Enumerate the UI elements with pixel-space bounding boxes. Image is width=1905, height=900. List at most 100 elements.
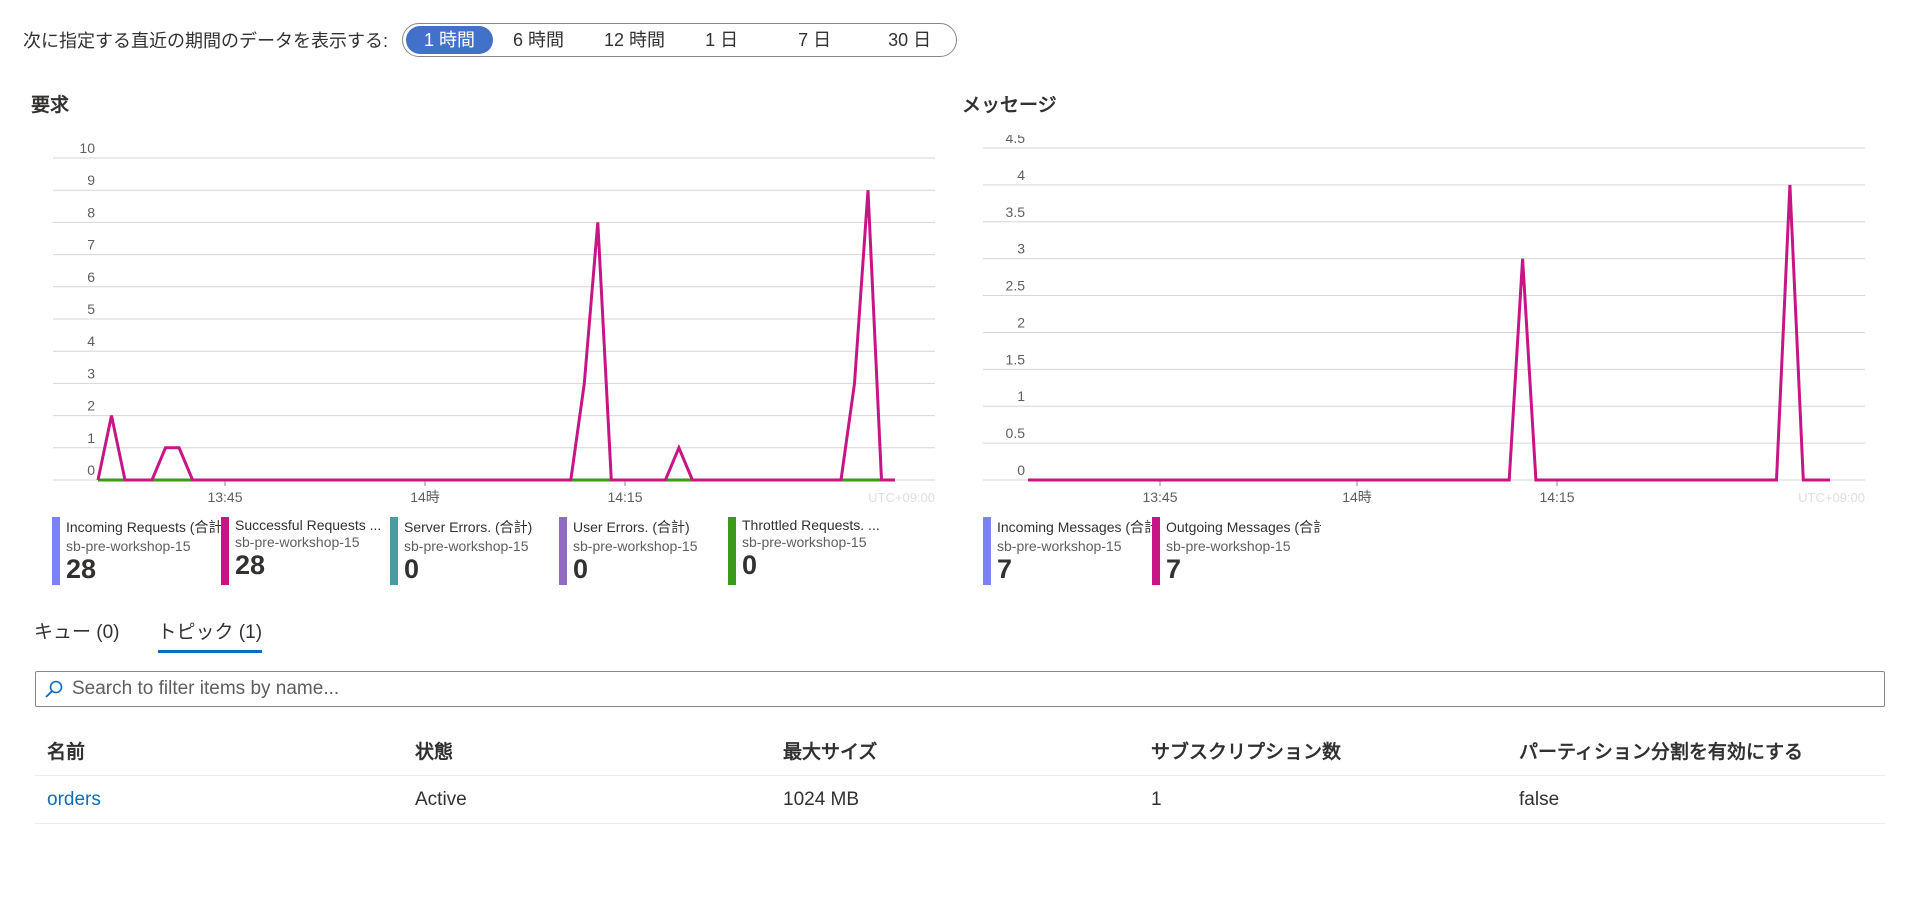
x-tick-label: 14時 — [1342, 489, 1372, 505]
tab-queues[interactable]: キュー (0) — [34, 622, 120, 643]
y-tick-label: 3.5 — [1006, 204, 1026, 220]
x-tick-label: 14時 — [410, 489, 440, 505]
y-tick-label: 4.5 — [1006, 135, 1026, 146]
y-tick-label: 4 — [87, 333, 95, 349]
tab-topics[interactable]: トピック (1) — [157, 615, 262, 653]
topic-max-size-cell: 1024 MB — [783, 788, 860, 810]
column-header-subscription-count[interactable]: サブスクリプション数 — [1151, 742, 1342, 763]
legend-color-bar — [983, 517, 991, 585]
x-tick-label: 13:45 — [207, 489, 242, 505]
legend-item[interactable]: Server Errors. (合計) sb-pre-workshop-15 0 — [390, 517, 559, 585]
legend-metric-name: Successful Requests ... — [235, 517, 382, 533]
legend-resource-name: sb-pre-workshop-15 — [404, 538, 529, 554]
y-tick-label: 3 — [1017, 241, 1025, 257]
y-tick-label: 0 — [1017, 462, 1025, 478]
y-tick-label: 5 — [87, 301, 95, 317]
column-header-max-size[interactable]: 最大サイズ — [783, 742, 878, 763]
entity-tabs: キュー (0) トピック (1) — [34, 615, 300, 653]
legend-color-bar — [1152, 517, 1160, 585]
legend-color-bar — [728, 517, 736, 585]
legend-color-bar — [559, 517, 567, 585]
time-option-7d[interactable]: 7 日 — [798, 29, 832, 50]
legend-total-value: 0 — [742, 550, 758, 580]
y-tick-label: 3 — [87, 365, 95, 381]
y-tick-label: 6 — [87, 269, 95, 285]
y-tick-label: 1 — [1017, 388, 1025, 404]
legend-color-bar — [52, 517, 60, 585]
y-tick-label: 8 — [87, 204, 95, 220]
legend-item[interactable]: Throttled Requests. ... sb-pre-workshop-1… — [728, 517, 897, 585]
time-option-6h[interactable]: 6 時間 — [513, 29, 565, 50]
legend-metric-name: Incoming Messages (合計) — [997, 519, 1152, 535]
time-option-1d[interactable]: 1 日 — [705, 29, 739, 50]
time-option-30d[interactable]: 30 日 — [888, 29, 932, 50]
legend-resource-name: sb-pre-workshop-15 — [66, 538, 191, 554]
legend-metric-name: Server Errors. (合計) — [404, 519, 533, 535]
legend-resource-name: sb-pre-workshop-15 — [1166, 538, 1291, 554]
x-tick-label: 14:15 — [607, 489, 642, 505]
search-input[interactable] — [72, 673, 1884, 705]
search-box — [35, 671, 1885, 707]
legend-color-bar — [221, 517, 229, 585]
legend-item[interactable]: Incoming Requests (合計) sb-pre-workshop-15… — [52, 517, 221, 585]
legend-total-value: 28 — [235, 550, 266, 580]
legend-total-value: 0 — [573, 554, 589, 584]
time-option-1h[interactable]: 1 時間 — [406, 25, 494, 54]
y-tick-label: 2.5 — [1006, 278, 1026, 294]
y-tick-label: 9 — [87, 172, 95, 188]
legend-total-value: 7 — [997, 554, 1013, 584]
y-tick-label: 0 — [87, 462, 95, 478]
column-header-partitioning[interactable]: パーティション分割を有効にする — [1519, 742, 1804, 763]
time-range-options: 1 時間 6 時間 12 時間 1 日 7 日 30 日 — [402, 22, 958, 57]
topic-status-cell: Active — [415, 788, 467, 810]
column-header-name[interactable]: 名前 — [47, 742, 86, 763]
legend-total-value: 7 — [1166, 554, 1182, 584]
legend-resource-name: sb-pre-workshop-15 — [742, 534, 867, 550]
messages-chart-title: メッセージ — [962, 95, 1057, 116]
table-row[interactable]: orders Active 1024 MB 1 false — [35, 776, 1885, 824]
legend-item[interactable]: User Errors. (合計) sb-pre-workshop-15 0 — [559, 517, 728, 585]
y-tick-label: 0.5 — [1006, 425, 1026, 441]
topic-name-cell: orders — [35, 789, 403, 811]
y-tick-label: 2 — [1017, 314, 1025, 330]
topic-subscription-count-cell: 1 — [1151, 788, 1162, 810]
y-tick-label: 1.5 — [1006, 351, 1026, 367]
legend-resource-name: sb-pre-workshop-15 — [573, 538, 698, 554]
topic-link[interactable]: orders — [47, 788, 101, 810]
legend-total-value: 0 — [404, 554, 420, 584]
legend-resource-name: sb-pre-workshop-15 — [997, 538, 1122, 554]
messages-chart: 0 0.5 1 1.5 2 2.5 3 3.5 4 4.5 13:45 14時 14:15 UTC+09:… — [983, 135, 1865, 505]
legend-color-bar — [390, 517, 398, 585]
legend-total-value: 28 — [66, 554, 97, 584]
legend-item[interactable]: Incoming Messages (合計) sb-pre-workshop-15… — [983, 517, 1152, 585]
topics-table: 名前 状態 最大サイズ サブスクリプション数 パーティション分割を有効にする o… — [35, 726, 1885, 824]
x-tick-label: 14:15 — [1539, 489, 1574, 505]
requests-chart-title: 要求 — [31, 95, 70, 116]
table-header: 名前 状態 最大サイズ サブスクリプション数 パーティション分割を有効にする — [35, 726, 1885, 776]
time-option-12h[interactable]: 12 時間 — [604, 29, 666, 50]
series-line — [96, 190, 895, 482]
x-tick-label: 13:45 — [1142, 489, 1177, 505]
time-range-bar: 次に指定する直近の期間のデータを表示する: 1 時間 6 時間 12 時間 1 … — [23, 22, 958, 57]
topic-partitioning-cell: false — [1519, 788, 1560, 810]
y-tick-label: 1 — [87, 430, 95, 446]
legend-resource-name: sb-pre-workshop-15 — [235, 534, 360, 550]
legend-item[interactable]: Outgoing Messages (合計) sb-pre-workshop-15… — [1152, 517, 1321, 585]
legend-metric-name: Incoming Requests (合計) — [66, 519, 221, 535]
y-tick-label: 4 — [1017, 167, 1025, 183]
y-tick-label: 2 — [87, 398, 95, 414]
timezone-label: UTC+09:00 — [1798, 490, 1865, 505]
messages-legend: Incoming Messages (合計) sb-pre-workshop-15… — [983, 517, 1321, 585]
legend-metric-name: User Errors. (合計) — [573, 519, 690, 535]
search-icon — [36, 672, 72, 706]
requests-legend: Incoming Requests (合計) sb-pre-workshop-15… — [52, 517, 897, 585]
legend-item[interactable]: Successful Requests ... sb-pre-workshop-1… — [221, 517, 390, 585]
y-tick-label: 10 — [79, 140, 95, 156]
requests-chart: 0 1 2 3 4 5 6 7 8 9 10 13:45 14時 14:15 UTC+09:00 — [53, 140, 935, 505]
time-range-label: 次に指定する直近の期間のデータを表示する: — [23, 30, 388, 51]
legend-metric-name: Throttled Requests. ... — [742, 517, 880, 533]
y-tick-label: 7 — [87, 237, 95, 253]
column-header-status[interactable]: 状態 — [415, 742, 454, 763]
series-line — [1028, 184, 1830, 482]
timezone-label: UTC+09:00 — [868, 490, 935, 505]
